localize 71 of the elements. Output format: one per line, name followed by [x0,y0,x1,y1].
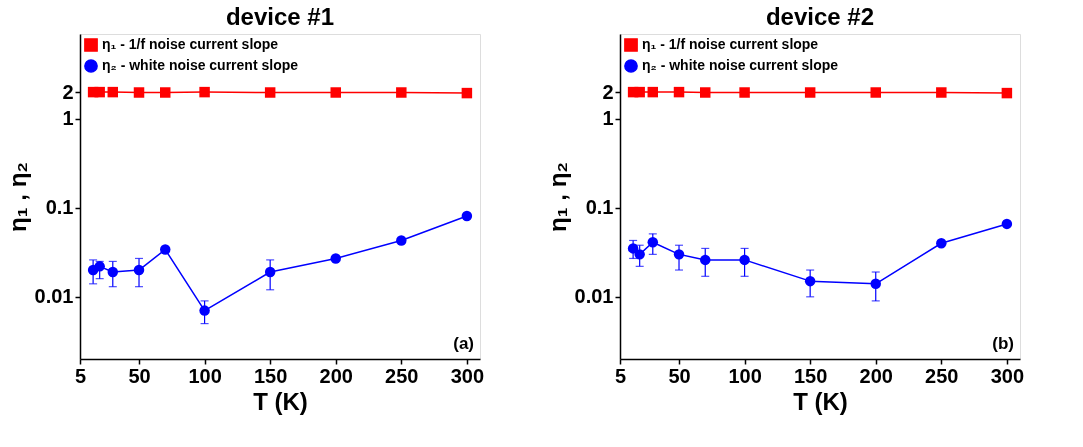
y-tick-label: 1 [62,107,74,130]
point [199,305,210,316]
point [647,86,659,98]
legend-label: η₂ - white noise current slope [642,57,839,73]
point [330,87,341,98]
annotation: (b) [992,334,1014,353]
point [1001,218,1013,230]
point [804,87,816,98]
x-tick-label: 300 [450,364,485,387]
point [700,254,711,266]
y-tick-label: 0.01 [34,285,74,308]
y-tick-label: 1 [602,107,614,130]
point [94,86,105,98]
x-tick-label: 5 [614,364,627,387]
point [647,237,659,248]
x-tick-label: 250 [385,364,419,387]
point [107,86,119,98]
point [94,261,105,272]
point [673,249,685,260]
point [936,238,947,249]
point [160,87,171,98]
point [700,87,711,98]
point [396,87,407,98]
chart-title: device #1 [225,3,335,30]
y-tick-label: 0.01 [574,285,614,308]
y-tick-label: 2 [62,80,74,103]
legend-label: η₂ - white noise current slope [102,57,299,73]
point [627,243,639,254]
point [634,86,645,98]
x-tick-label: 100 [728,364,762,387]
point [870,278,881,290]
point [133,87,145,98]
y-tick-label: 2 [602,80,614,103]
point [107,266,119,278]
x-tick-label: 5 [74,364,87,387]
point [936,87,947,98]
point [739,254,750,266]
x-axis-title: T (K) [253,387,308,415]
y-tick-label: 0.1 [45,196,74,219]
point [160,244,171,255]
y-axis-title: η₁ , η₂ [3,162,31,232]
point [1001,87,1013,99]
x-tick-label: 200 [859,364,893,387]
point [673,86,685,98]
legend-label: η₁ - 1/f noise current slope [642,36,819,52]
point [264,266,276,278]
x-tick-label: 100 [188,364,222,387]
point [264,87,276,98]
point [133,264,145,276]
point [461,87,473,99]
legend-label: η₁ - 1/f noise current slope [102,36,279,52]
point [330,253,341,264]
point [634,249,645,260]
x-tick-label: 300 [990,364,1025,387]
x-tick-label: 50 [128,364,151,387]
y-axis-title: η₁ , η₂ [543,162,571,232]
x-tick-label: 150 [793,364,828,387]
x-tick-label: 250 [925,364,959,387]
y-tick-label: 0.1 [585,196,614,219]
x-tick-label: 150 [253,364,288,387]
point [870,87,881,98]
point [739,87,750,98]
chart-title: device #2 [765,3,875,30]
x-tick-label: 50 [668,364,691,387]
x-tick-label: 200 [319,364,353,387]
point [461,210,473,222]
point [199,86,210,98]
point [804,275,816,287]
x-axis-title: T (K) [793,387,848,415]
annotation: (a) [453,334,474,353]
point [396,235,407,246]
